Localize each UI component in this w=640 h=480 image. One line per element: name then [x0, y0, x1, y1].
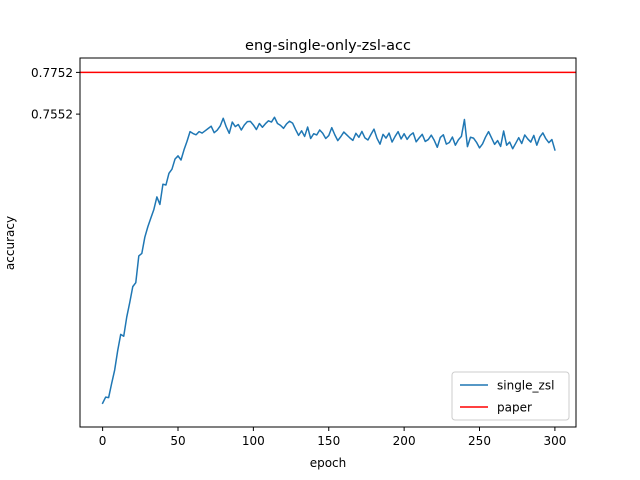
- chart-title: eng-single-only-zsl-acc: [245, 38, 411, 54]
- legend-label-paper: paper: [497, 401, 532, 415]
- x-tick-label: 300: [543, 434, 566, 448]
- x-axis: 0 50 100 150 200 250 300: [99, 427, 566, 448]
- legend-label-single_zsl: single_zsl: [497, 379, 554, 393]
- y-axis: 0.7552 0.7752: [31, 66, 80, 122]
- plot-area: [79, 57, 577, 428]
- x-tick-label: 150: [317, 434, 340, 448]
- y-tick-label: 0.7752: [31, 66, 73, 80]
- series-group: [80, 71, 576, 405]
- y-tick-label: 0.7552: [31, 108, 73, 122]
- x-axis-label: epoch: [310, 456, 347, 470]
- x-tick-label: 100: [242, 434, 265, 448]
- y-axis-label: accuracy: [3, 216, 17, 270]
- x-tick-label: 200: [393, 434, 416, 448]
- x-tick-label: 50: [170, 434, 185, 448]
- x-tick-label: 0: [99, 434, 107, 448]
- x-tick-label: 250: [468, 434, 491, 448]
- legend-box: [451, 371, 570, 421]
- series-line-single_zsl: [101, 116, 556, 405]
- plot-frame: [79, 57, 577, 428]
